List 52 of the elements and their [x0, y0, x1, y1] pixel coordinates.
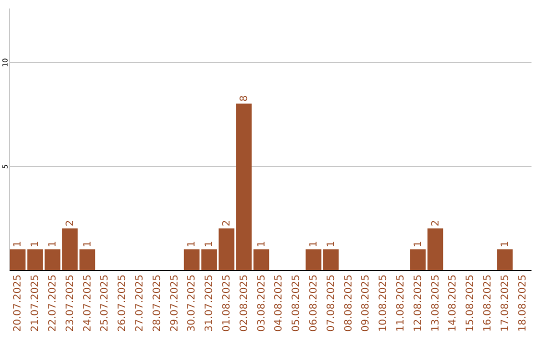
x-tick-label: 17.08.2025	[500, 274, 511, 332]
bar	[497, 249, 513, 270]
x-tick-label: 29.07.2025	[169, 274, 180, 332]
x-tick-label: 31.07.2025	[204, 274, 216, 332]
x-tick-label: 14.08.2025	[448, 274, 459, 332]
x-tick-label: 02.08.2025	[238, 274, 250, 332]
x-tick-label: 05.08.2025	[291, 274, 302, 332]
x-tick-label: 11.08.2025	[396, 274, 406, 332]
x-tick-label: 07.08.2025	[326, 274, 337, 332]
bar	[10, 249, 26, 270]
bar	[79, 249, 96, 270]
data-label: 1	[256, 240, 268, 248]
data-label: 1	[326, 240, 337, 248]
x-tick-label: 04.08.2025	[274, 274, 285, 332]
x-tick-label: 08.08.2025	[343, 274, 354, 332]
x-tick-label: 15.08.2025	[465, 274, 476, 332]
data-label: 2	[430, 220, 442, 226]
x-tick-label: 06.08.2025	[308, 274, 320, 332]
x-tick-label: 09.08.2025	[360, 274, 372, 332]
bar	[427, 228, 444, 270]
x-tick-label: 24.07.2025	[82, 274, 94, 332]
data-label: 1	[12, 240, 24, 248]
data-label: 1	[412, 240, 424, 248]
bar	[410, 249, 426, 270]
x-tick-label: 12.08.2025	[412, 274, 424, 332]
data-label: 1	[204, 240, 216, 248]
x-tick-label: 13.08.2025	[430, 274, 442, 332]
x-tick-label: 20.07.2025	[12, 274, 24, 332]
x-tick-label: 30.07.2025	[186, 274, 198, 332]
data-label: 1	[308, 240, 320, 248]
x-tick-label: 28.07.2025	[152, 274, 163, 332]
data-label: 1	[186, 240, 198, 248]
x-tick-label: 03.08.2025	[256, 274, 268, 332]
data-label: 1	[82, 240, 94, 248]
x-tick-label: 26.07.2025	[117, 274, 128, 332]
x-tick-label: 27.07.2025	[134, 274, 146, 332]
x-tick-label: 21.07.2025	[30, 274, 42, 332]
data-label: 1	[30, 240, 42, 248]
x-tick-label: 01.08.2025	[222, 274, 232, 332]
data-label: 2	[222, 220, 232, 226]
x-tick-label: 22.07.2025	[48, 274, 58, 332]
data-label: 1	[500, 240, 511, 248]
data-label: 8	[238, 95, 250, 102]
x-tick-label: 23.07.2025	[64, 274, 76, 332]
x-tick-label: 10.08.2025	[378, 274, 390, 332]
data-label: 2	[64, 220, 76, 226]
x-tick-label: 18.08.2025	[517, 274, 528, 332]
data-label: 1	[48, 240, 58, 248]
bar	[253, 249, 270, 270]
bar	[184, 249, 200, 270]
x-tick-label: 25.07.2025	[100, 274, 111, 332]
x-tick-label: 16.08.2025	[482, 274, 494, 332]
